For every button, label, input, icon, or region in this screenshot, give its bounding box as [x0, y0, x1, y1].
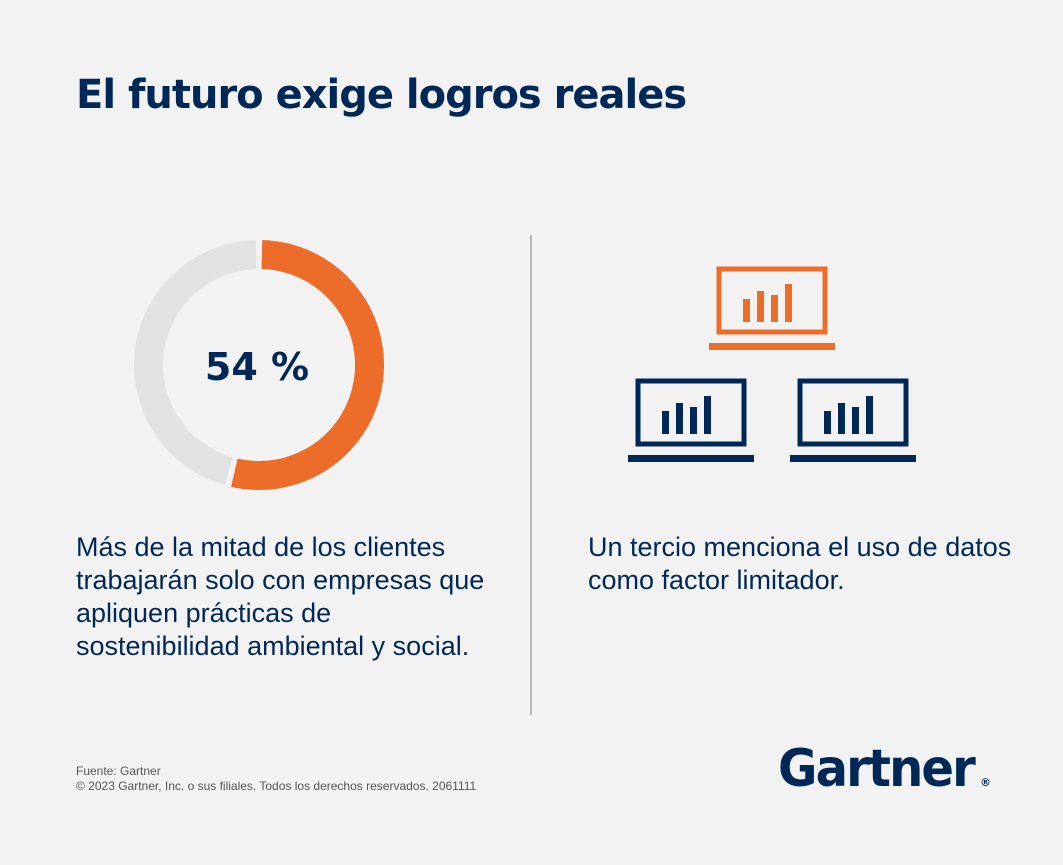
copyright-note: © 2023 Gartner, Inc. o sus filiales. Tod… — [76, 779, 477, 793]
donut-center-label: 54 % — [205, 345, 309, 389]
left-stat-description: Más de la mitad de los clientes trabajar… — [76, 532, 485, 661]
gartner-logo: Gartner ® — [778, 739, 991, 798]
donut-chart: 54 % — [133, 240, 384, 490]
laptop-chart-icon — [709, 266, 835, 350]
page-title: El futuro exige logros reales — [76, 72, 687, 118]
donut-segment-rest — [133, 240, 257, 486]
right-stat-description: Un tercio menciona el uso de datos como … — [588, 532, 1012, 595]
footer: Fuente: Gartner © 2023 Gartner, Inc. o s… — [76, 764, 476, 794]
laptop-chart-icon — [628, 378, 754, 462]
donut-segment-highlight — [231, 240, 384, 490]
laptop-chart-icon — [790, 378, 916, 462]
laptops-illustration — [628, 266, 916, 462]
logo-wordmark: Gartner — [778, 739, 976, 798]
source-note: Fuente: Gartner — [76, 764, 161, 778]
registered-mark: ® — [980, 776, 991, 789]
column-divider — [530, 235, 532, 715]
